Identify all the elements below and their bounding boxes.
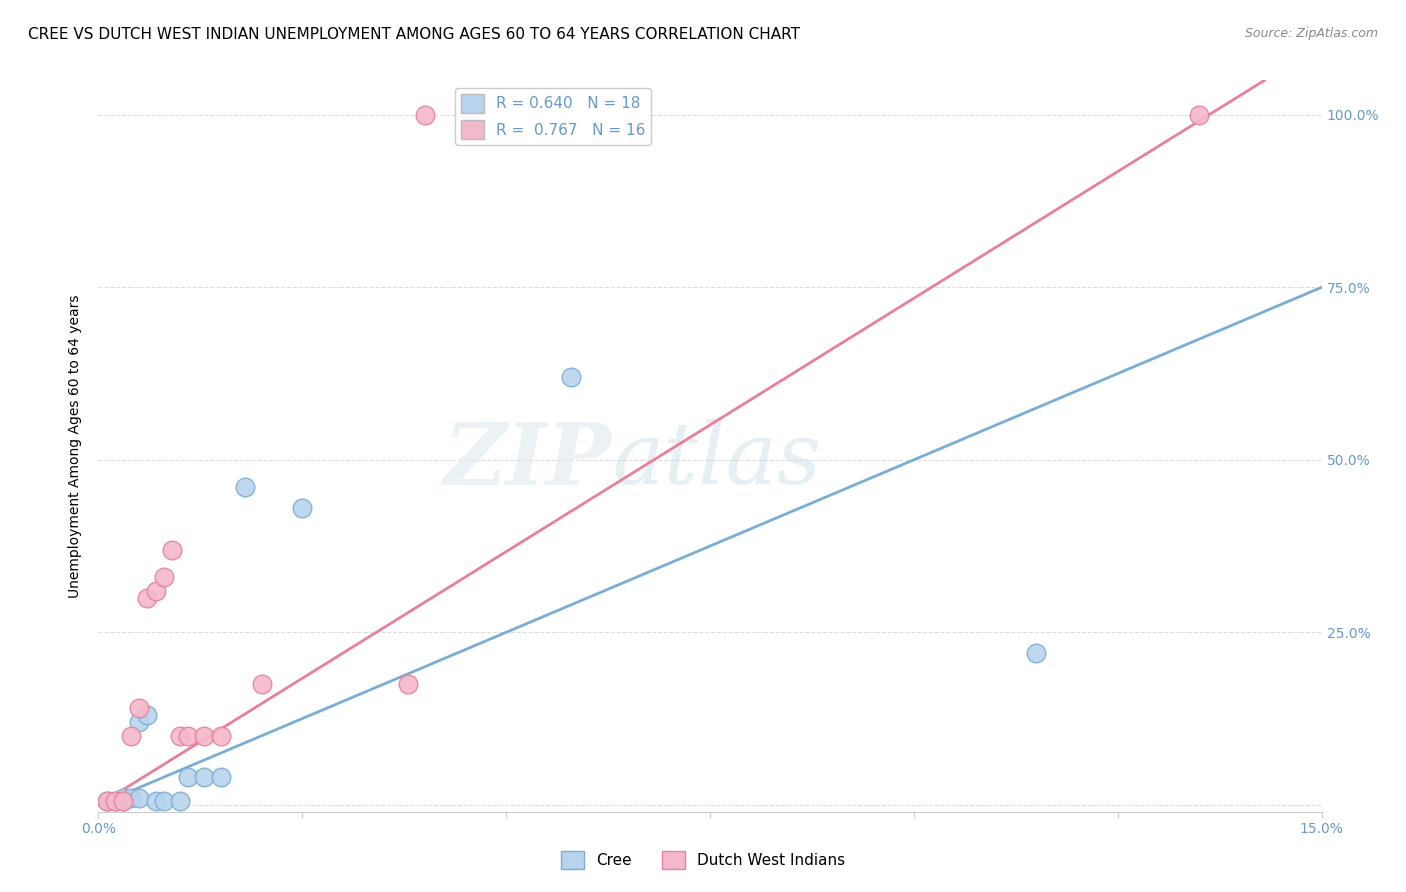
Point	[111, 791, 134, 805]
Point	[169, 729, 191, 743]
Point	[136, 708, 159, 723]
Point	[152, 570, 174, 584]
Point	[193, 729, 215, 743]
Point	[136, 591, 159, 605]
Point	[233, 480, 256, 494]
Point	[152, 794, 174, 808]
Point	[120, 791, 142, 805]
Point	[96, 794, 118, 808]
Point	[128, 701, 150, 715]
Text: atlas: atlas	[612, 419, 821, 502]
Text: Source: ZipAtlas.com: Source: ZipAtlas.com	[1244, 27, 1378, 40]
Point	[177, 770, 200, 784]
Point	[104, 794, 127, 808]
Point	[128, 791, 150, 805]
Point	[1025, 646, 1047, 660]
Point	[177, 729, 200, 743]
Point	[96, 794, 118, 808]
Text: CREE VS DUTCH WEST INDIAN UNEMPLOYMENT AMONG AGES 60 TO 64 YEARS CORRELATION CHA: CREE VS DUTCH WEST INDIAN UNEMPLOYMENT A…	[28, 27, 800, 42]
Point	[169, 794, 191, 808]
Point	[250, 677, 273, 691]
Legend: Cree, Dutch West Indians: Cree, Dutch West Indians	[554, 845, 852, 875]
Point	[111, 794, 134, 808]
Point	[193, 770, 215, 784]
Point	[413, 108, 436, 122]
Point	[104, 794, 127, 808]
Point	[1188, 108, 1211, 122]
Point	[145, 794, 167, 808]
Point	[291, 501, 314, 516]
Point	[111, 794, 134, 808]
Y-axis label: Unemployment Among Ages 60 to 64 years: Unemployment Among Ages 60 to 64 years	[69, 294, 83, 598]
Point	[120, 729, 142, 743]
Text: ZIP: ZIP	[444, 419, 612, 502]
Point	[145, 583, 167, 598]
Legend: R = 0.640   N = 18, R =  0.767   N = 16: R = 0.640 N = 18, R = 0.767 N = 16	[454, 88, 651, 145]
Point	[160, 542, 183, 557]
Point	[209, 770, 232, 784]
Point	[560, 370, 582, 384]
Point	[128, 714, 150, 729]
Point	[396, 677, 419, 691]
Point	[209, 729, 232, 743]
